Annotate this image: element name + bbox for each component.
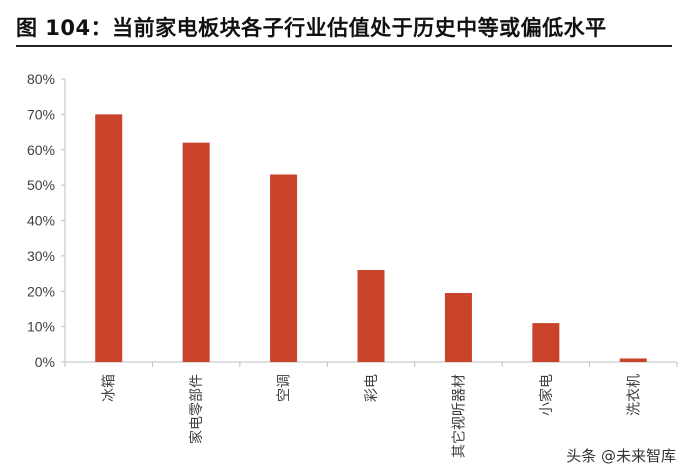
x-tick-label: 其它视听器材	[450, 374, 466, 458]
bar-4	[357, 270, 385, 362]
y-tick-label: 20%	[27, 283, 55, 299]
title-divider	[16, 45, 672, 47]
y-tick-label: 70%	[27, 106, 55, 122]
bar-2	[182, 142, 210, 362]
bar-5	[444, 293, 472, 362]
y-tick-label: 40%	[27, 213, 55, 229]
watermark: 头条 @未来智库	[566, 447, 676, 465]
bar-6	[532, 323, 560, 362]
x-tick-label: 小家电	[538, 374, 554, 416]
bar-1	[95, 114, 123, 362]
y-tick-label: 50%	[27, 177, 55, 193]
x-tick-label: 空调	[276, 374, 292, 402]
x-tick-label: 洗衣机	[625, 374, 641, 416]
page-title: 图 104：当前家电板块各子行业估值处于历史中等或偏低水平	[16, 16, 607, 40]
x-tick-label: 家电零部件	[188, 374, 204, 444]
y-tick-label: 30%	[27, 248, 55, 264]
bar-3	[270, 174, 298, 362]
x-tick-label: 彩电	[363, 374, 379, 402]
x-tick-label: 冰箱	[101, 374, 117, 402]
y-tick-label: 0%	[35, 354, 55, 370]
bar-7	[619, 358, 647, 362]
y-tick-label: 80%	[27, 71, 55, 87]
y-tick-label: 60%	[27, 142, 55, 158]
y-tick-label: 10%	[27, 319, 55, 335]
